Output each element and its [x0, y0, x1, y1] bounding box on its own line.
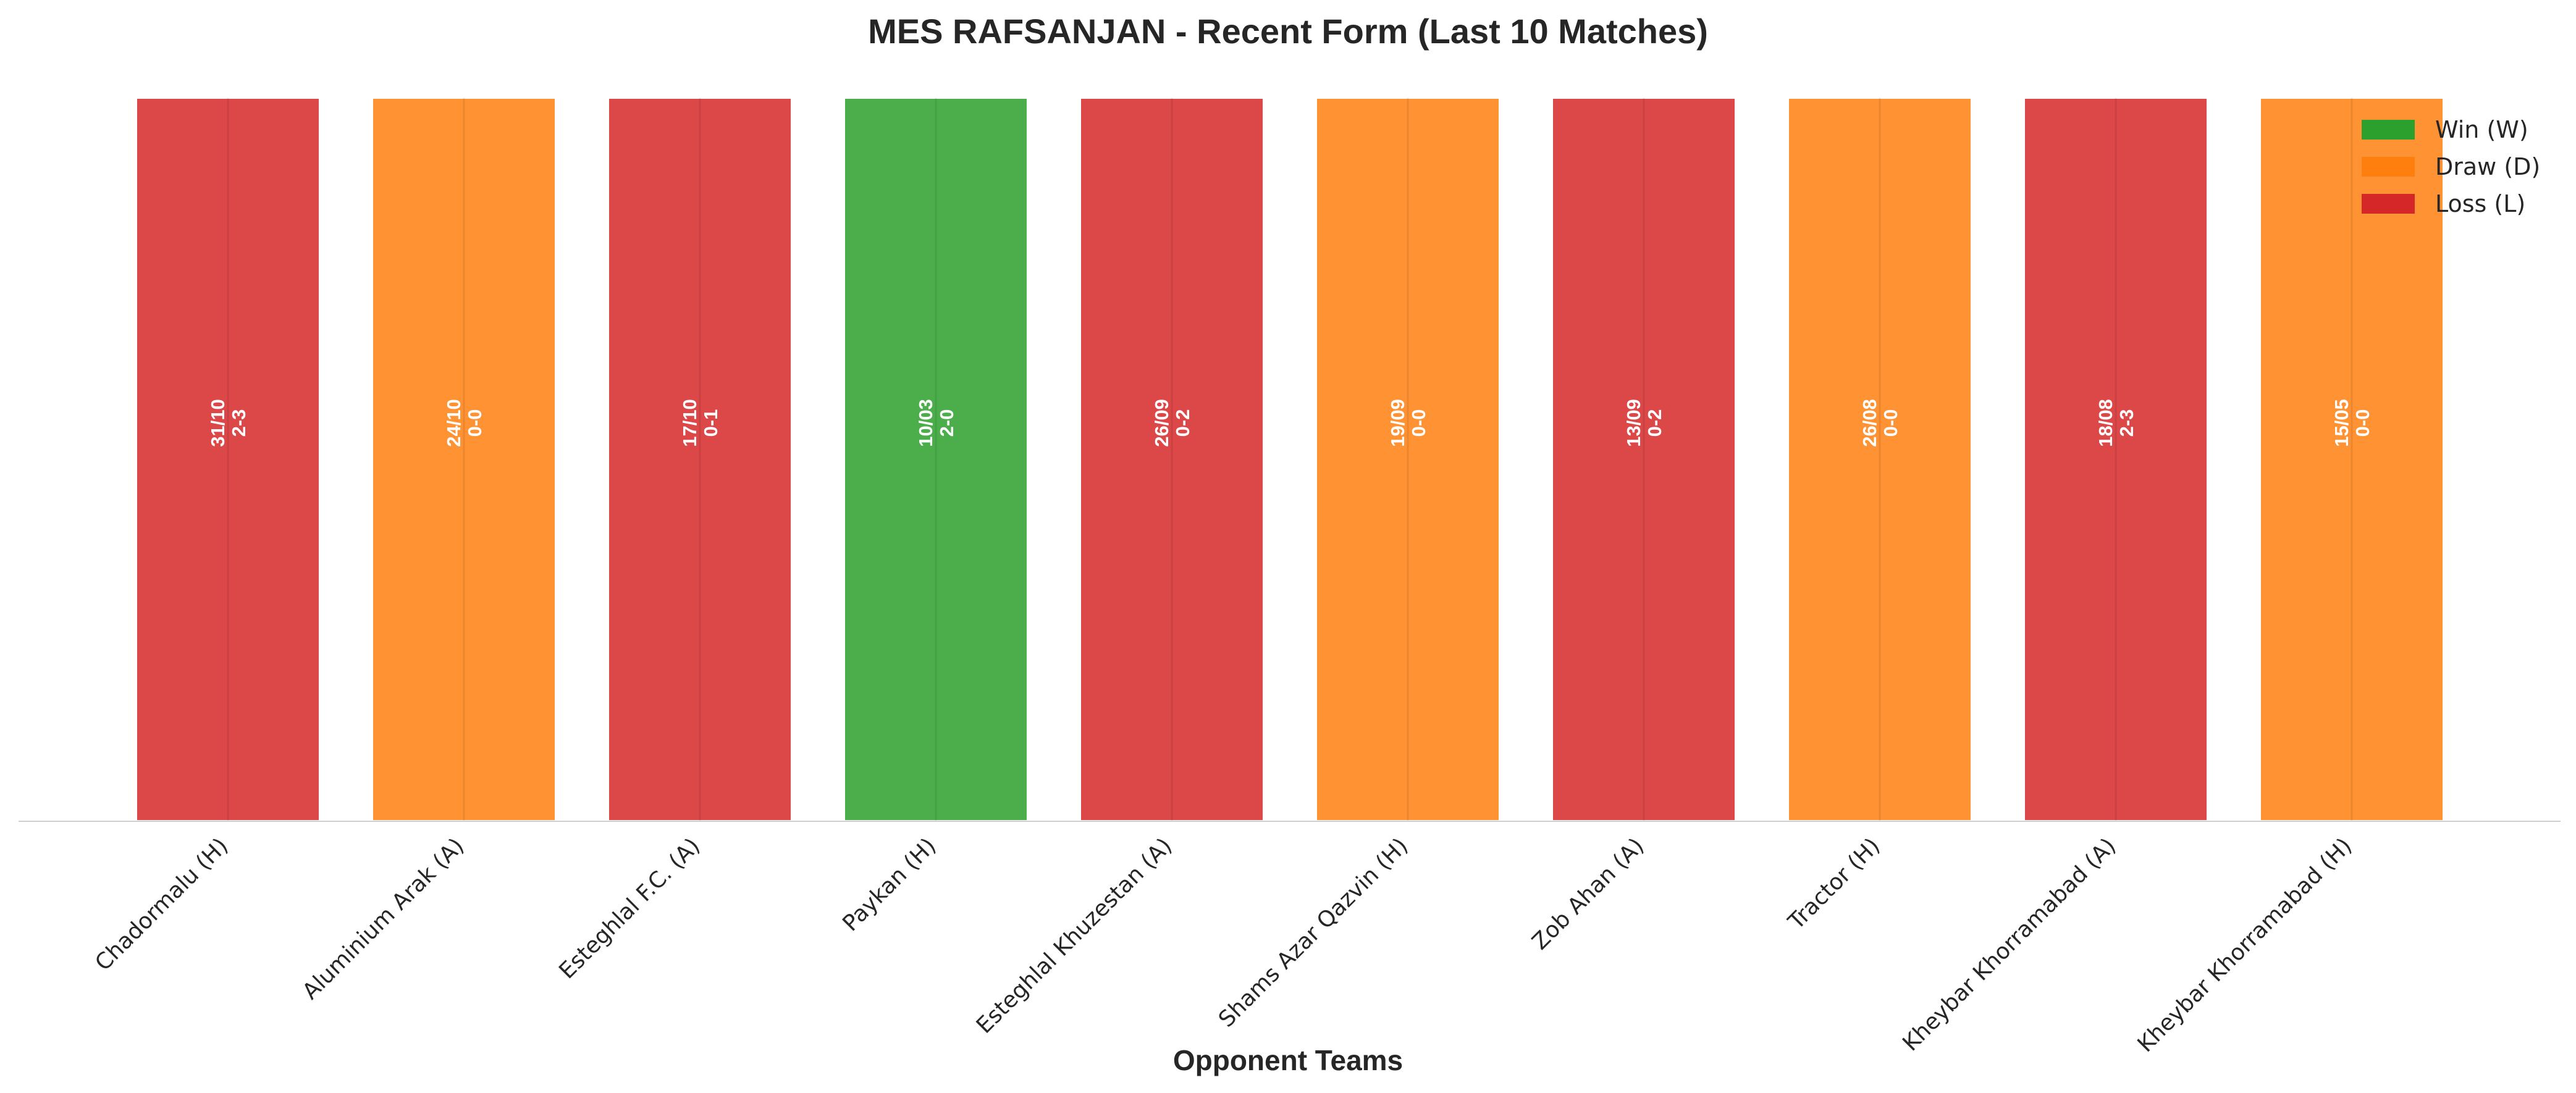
match-date: 26/08	[1859, 399, 1880, 447]
bar-group: 26/080-0	[1787, 96, 1973, 823]
legend: Win (W) Draw (D) Loss (L)	[2362, 116, 2540, 217]
bar-group: 15/050-0	[2258, 96, 2445, 823]
match-score: 0-0	[2352, 409, 2373, 437]
bar	[1551, 96, 1737, 823]
x-tick-labels: Chadormalu (H) Aluminium Arak (A) Esteghla…	[90, 833, 2357, 1057]
bar-group: 18/082-3	[2022, 96, 2209, 823]
match-score: 0-2	[1644, 409, 1665, 437]
match-date: 26/09	[1151, 399, 1172, 447]
bar-group: 17/100-1	[607, 96, 793, 823]
bar	[607, 96, 793, 823]
legend-swatch	[2362, 157, 2415, 177]
match-score: 2-3	[2116, 409, 2137, 437]
x-tick-label: Kheybar Khorramabad (A)	[1898, 833, 2121, 1056]
bar	[371, 96, 557, 823]
match-date: 18/08	[2095, 399, 2116, 447]
bars-layer: 31/102-3 24/100-0 17/100-1 10/032-0 26/090-2…	[135, 96, 2445, 823]
match-score: 0-0	[1408, 409, 1429, 437]
bar-data-label: 15/050-0	[2331, 399, 2373, 447]
legend-label: Draw (D)	[2435, 153, 2540, 180]
bar-group: 19/090-0	[1315, 96, 1501, 823]
match-date: 13/09	[1623, 399, 1644, 447]
bar-data-label: 26/080-0	[1859, 399, 1901, 447]
x-tick-label: Esteghlal Khuzestan (A)	[972, 833, 1177, 1038]
match-date: 17/10	[679, 399, 701, 447]
match-date: 24/10	[443, 399, 465, 447]
legend-label: Win (W)	[2435, 116, 2528, 143]
match-score: 0-1	[700, 409, 722, 437]
bar	[2258, 96, 2445, 823]
bar-data-label: 31/102-3	[207, 399, 250, 447]
bar	[1315, 96, 1501, 823]
bar	[843, 96, 1029, 823]
bar-data-label: 17/100-1	[679, 399, 722, 447]
x-tick-label: Tractor (H)	[1783, 833, 1885, 935]
x-axis-label: Opponent Teams	[1173, 1044, 1403, 1076]
match-date: 15/05	[2331, 399, 2352, 447]
x-tick-label: Aluminium Arak (A)	[298, 833, 469, 1004]
bar-data-label: 13/090-2	[1623, 399, 1665, 447]
match-score: 0-0	[464, 409, 486, 437]
match-date: 31/10	[207, 399, 229, 447]
x-tick-label: Zob Ahan (A)	[1527, 833, 1649, 955]
match-score: 0-0	[1880, 409, 1901, 437]
chart-title: MES RAFSANJAN - Recent Form (Last 10 Mat…	[868, 12, 1708, 51]
match-score: 2-0	[936, 409, 958, 437]
x-tick-label: Kheybar Khorramabad (H)	[2133, 833, 2357, 1057]
legend-label: Loss (L)	[2435, 190, 2525, 217]
bar	[1079, 96, 1265, 823]
legend-swatch	[2362, 194, 2415, 214]
bar-group: 24/100-0	[371, 96, 557, 823]
bar-data-label: 19/090-0	[1387, 399, 1429, 447]
bar-data-label: 10/032-0	[915, 399, 958, 447]
bar-group: 31/102-3	[135, 96, 321, 823]
match-date: 19/09	[1387, 399, 1408, 447]
match-score: 2-3	[228, 409, 250, 437]
bar-group: 13/090-2	[1551, 96, 1737, 823]
x-tick-label: Paykan (H)	[838, 833, 941, 936]
bar-data-label: 18/082-3	[2095, 399, 2137, 447]
x-tick-label: Chadormalu (H)	[90, 833, 233, 976]
bar-group: 26/090-2	[1079, 96, 1265, 823]
x-tick-label: Shams Azar Qazvin (H)	[1214, 833, 1413, 1032]
legend-swatch	[2362, 120, 2415, 140]
x-tick-label: Esteghlal F.C. (A)	[554, 833, 705, 984]
match-date: 10/03	[915, 399, 937, 447]
match-score: 0-2	[1172, 409, 1193, 437]
bar-data-label: 24/100-0	[443, 399, 486, 447]
bar-group: 10/032-0	[843, 96, 1029, 823]
bar	[135, 96, 321, 823]
bar-data-label: 26/090-2	[1151, 399, 1193, 447]
